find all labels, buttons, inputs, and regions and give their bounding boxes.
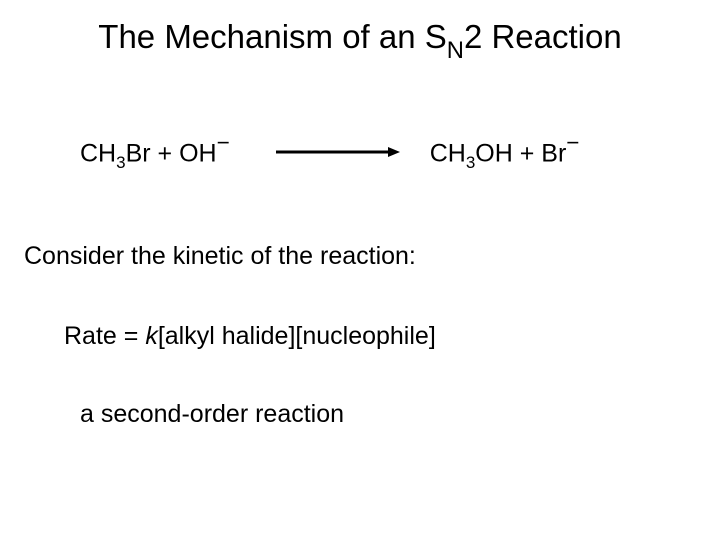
- product-charge: −: [566, 130, 579, 155]
- reaction-equation: CH3Br + OH− CH3OH + Br−: [80, 132, 680, 172]
- title-pre: The Mechanism of an S: [98, 18, 447, 55]
- rate-k: k: [145, 322, 158, 350]
- order-text: a second-order reaction: [80, 400, 344, 429]
- reactant-sub3: 3: [116, 153, 125, 172]
- reactant-rest: Br + OH: [126, 139, 217, 167]
- products: CH3OH + Br−: [430, 132, 580, 172]
- title-subscript-n: N: [447, 37, 464, 64]
- reactant-ch: CH: [80, 139, 116, 167]
- product-rest: OH + Br: [475, 139, 566, 167]
- reactant-charge: −: [217, 130, 230, 155]
- slide-title: The Mechanism of an SN2 Reaction: [0, 18, 720, 63]
- rate-prefix: Rate =: [64, 322, 145, 350]
- reactants: CH3Br + OH−: [80, 132, 230, 172]
- product-ch: CH: [430, 139, 466, 167]
- rate-equation: Rate = k[alkyl halide][nucleophile]: [64, 322, 436, 351]
- reaction-arrow: [276, 137, 400, 167]
- arrow-icon: [276, 145, 400, 159]
- rate-suffix: [alkyl halide][nucleophile]: [158, 322, 436, 350]
- product-sub3: 3: [466, 153, 475, 172]
- consider-text: Consider the kinetic of the reaction:: [24, 242, 416, 271]
- title-post: 2 Reaction: [464, 18, 622, 55]
